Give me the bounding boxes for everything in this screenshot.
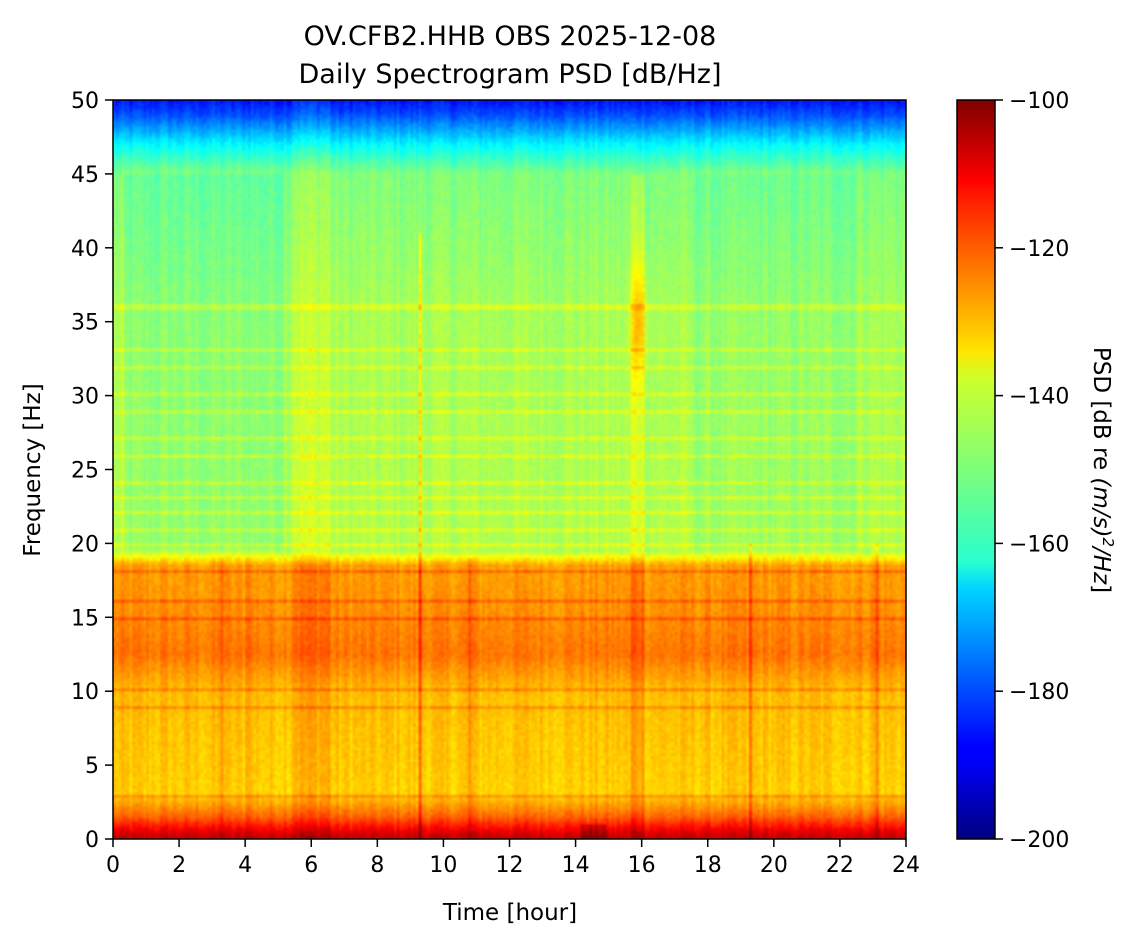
- x-tick-label: 4: [238, 853, 252, 878]
- x-tick-label: 0: [106, 853, 120, 878]
- x-tick-label: 6: [304, 853, 318, 878]
- y-tick-label: 40: [71, 237, 99, 262]
- colorbar-label-main: PSD [dB re: [1088, 347, 1114, 478]
- y-tick-label: 0: [85, 828, 99, 853]
- colorbar-tick-label: −140: [1009, 385, 1069, 410]
- y-tick-label: 35: [71, 311, 99, 336]
- colorbar-tick-label: −180: [1009, 680, 1069, 705]
- colorbar-tick-label: −160: [1009, 532, 1069, 557]
- colorbar-tick-label: −200: [1009, 828, 1069, 853]
- x-tick-label: 8: [370, 853, 384, 878]
- colorbar-label: PSD [dB re (m/s)2/Hz]: [1088, 347, 1117, 593]
- y-tick-label: 20: [71, 532, 99, 557]
- spectrogram-heatmap: [113, 100, 906, 839]
- colorbar-tick-label: −100: [1009, 89, 1069, 114]
- y-tick-label: 25: [71, 459, 99, 484]
- colorbar: [957, 100, 995, 839]
- x-tick-label: 10: [429, 853, 457, 878]
- colorbar-label-unit: (m/s): [1088, 477, 1114, 537]
- chart-title-line1: OV.CFB2.HHB OBS 2025-12-08: [304, 21, 717, 52]
- chart-title-line2: Daily Spectrogram PSD [dB/Hz]: [298, 59, 721, 90]
- y-tick-label: 30: [71, 385, 99, 410]
- y-axis-label: Frequency [Hz]: [20, 383, 46, 556]
- x-axis: 0 2 4 6 8 10 12 14 16 18 20 22 24: [106, 839, 920, 878]
- x-tick-label: 18: [694, 853, 722, 878]
- colorbar-axis: −100 −120 −140 −160 −180 −200: [995, 89, 1069, 853]
- y-tick-label: 15: [71, 606, 99, 631]
- x-tick-label: 20: [760, 853, 788, 878]
- x-axis-label: Time [hour]: [442, 900, 577, 926]
- colorbar-frame: [956, 99, 996, 840]
- x-tick-label: 2: [172, 853, 186, 878]
- spectrogram-image: [113, 100, 906, 839]
- y-tick-label: 10: [71, 680, 99, 705]
- colorbar-label-close: ]: [1088, 584, 1114, 593]
- colorbar-label-sup: 2: [1099, 538, 1117, 548]
- colorbar-tick-label: −120: [1009, 237, 1069, 262]
- y-tick-label: 5: [85, 754, 99, 779]
- x-tick-label: 22: [826, 853, 854, 878]
- x-tick-label: 12: [496, 853, 524, 878]
- y-axis: 0 5 10 15 20 25 30 35 40 45 50: [71, 89, 113, 853]
- colorbar-label-tail: /Hz: [1088, 545, 1114, 585]
- x-tick-label: 14: [562, 853, 590, 878]
- x-tick-label: 24: [892, 853, 920, 878]
- y-tick-label: 50: [71, 89, 99, 114]
- x-tick-label: 16: [628, 853, 656, 878]
- y-tick-label: 45: [71, 163, 99, 188]
